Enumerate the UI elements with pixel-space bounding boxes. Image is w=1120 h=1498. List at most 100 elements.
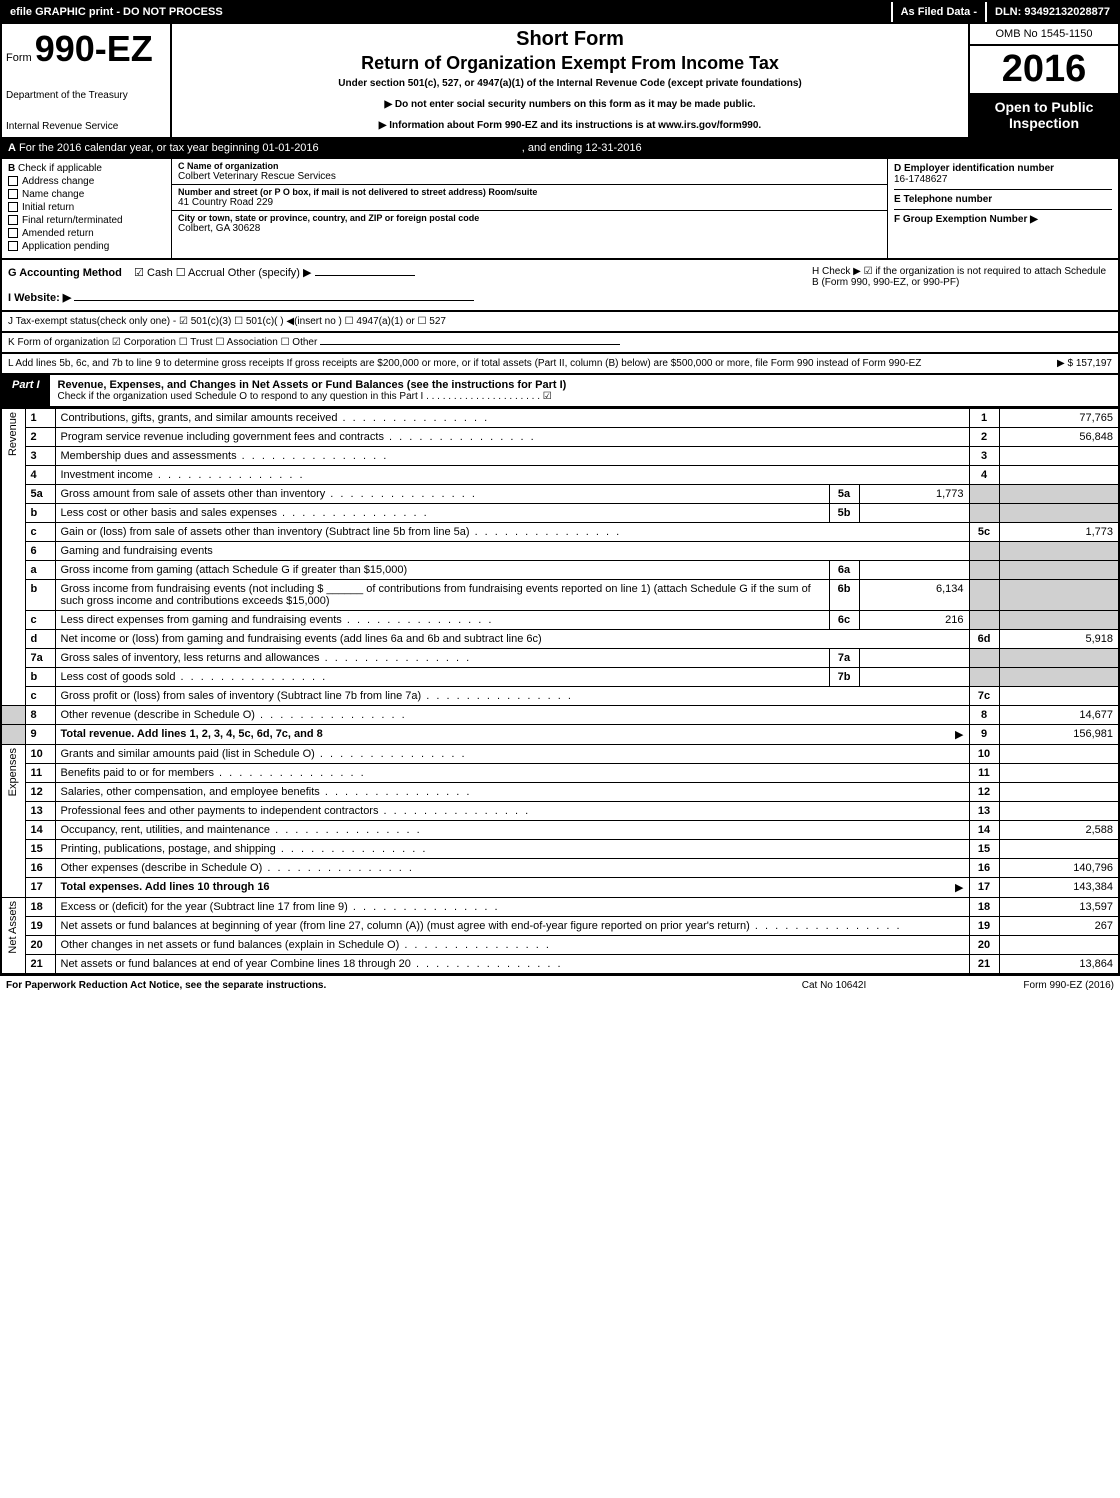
accounting-method-options: ☑ Cash ☐ Accrual Other (specify) ▶: [134, 267, 311, 279]
form-header: Form 990-EZ Department of the Treasury I…: [0, 24, 1120, 139]
org-city-label: City or town, state or province, country…: [178, 213, 881, 223]
form-subtitle: Under section 501(c), 527, or 4947(a)(1)…: [180, 78, 960, 89]
accounting-method-label: G Accounting Method: [8, 267, 122, 279]
line-7c: cGross profit or (loss) from sales of in…: [1, 687, 1119, 706]
org-other-line[interactable]: [320, 344, 620, 345]
line-20: 20Other changes in net assets or fund ba…: [1, 936, 1119, 955]
section-b: B Check if applicable Address change Nam…: [2, 159, 172, 258]
ein-label: D Employer identification number: [894, 163, 1054, 174]
paperwork-notice: For Paperwork Reduction Act Notice, see …: [6, 980, 734, 991]
org-address: 41 Country Road 229: [178, 197, 273, 208]
section-b-label: B: [8, 163, 15, 174]
line-21: 21Net assets or fund balances at end of …: [1, 955, 1119, 975]
part-1-sub: (see the instructions for Part I): [407, 379, 567, 391]
org-city-block: City or town, state or province, country…: [172, 211, 887, 236]
section-l-text: L Add lines 5b, 6c, and 7b to line 9 to …: [8, 358, 921, 369]
org-city: Colbert, GA 30628: [178, 223, 260, 234]
form-title-block: Short Form Return of Organization Exempt…: [172, 24, 968, 137]
website-line[interactable]: [74, 300, 474, 301]
part-1-check: Check if the organization used Schedule …: [58, 391, 1110, 402]
org-name-label: C Name of organization: [178, 161, 881, 171]
efile-notice: efile GRAPHIC print - DO NOT PROCESS: [2, 2, 891, 22]
section-l: L Add lines 5b, 6c, and 7b to line 9 to …: [0, 354, 1120, 375]
section-a-label: A: [8, 142, 16, 154]
side-revenue: Revenue: [1, 409, 25, 706]
page-footer: For Paperwork Reduction Act Notice, see …: [0, 975, 1120, 995]
line-6a: aGross income from gaming (attach Schedu…: [1, 561, 1119, 580]
line-19: 19Net assets or fund balances at beginni…: [1, 917, 1119, 936]
section-g: G Accounting Method ☑ Cash ☐ Accrual Oth…: [8, 266, 812, 304]
tax-year: 2016: [970, 46, 1118, 93]
part-1-title-block: Revenue, Expenses, and Changes in Net As…: [50, 375, 1118, 406]
warning-2: ▶ Information about Form 990-EZ and its …: [180, 120, 960, 131]
check-application-pending[interactable]: Application pending: [8, 241, 165, 252]
form-right-block: OMB No 1545-1150 2016 Open to Public Ins…: [968, 24, 1118, 137]
check-amended-return[interactable]: Amended return: [8, 228, 165, 239]
form-title-1: Short Form: [180, 28, 960, 51]
section-a: A For the 2016 calendar year, or tax yea…: [2, 139, 648, 157]
check-initial-return[interactable]: Initial return: [8, 202, 165, 213]
form-ref: Form 990-EZ (2016): [934, 980, 1114, 991]
dept-treasury: Department of the Treasury: [6, 90, 166, 101]
side-net-assets: Net Assets: [1, 898, 25, 975]
section-e: E Telephone number: [894, 194, 1112, 210]
line-5b: bLess cost or other basis and sales expe…: [1, 504, 1119, 523]
omb-number: OMB No 1545-1150: [970, 24, 1118, 46]
section-c: C Name of organization Colbert Veterinar…: [172, 159, 888, 258]
section-k: K Form of organization ☑ Corporation ☐ T…: [0, 333, 1120, 354]
open-to-public: Open to Public Inspection: [970, 93, 1118, 137]
line-16: 16Other expenses (describe in Schedule O…: [1, 859, 1119, 878]
line-18: Net Assets18Excess or (deficit) for the …: [1, 898, 1119, 917]
line-6: 6Gaming and fundraising events: [1, 542, 1119, 561]
org-name-block: C Name of organization Colbert Veterinar…: [172, 159, 887, 185]
phone-label: E Telephone number: [894, 194, 992, 205]
accounting-other-line[interactable]: [315, 275, 415, 276]
section-b-title: Check if applicable: [18, 163, 102, 174]
line-5c: cGain or (loss) from sale of assets othe…: [1, 523, 1119, 542]
sections-def: D Employer identification number 16-1748…: [888, 159, 1118, 258]
section-h: H Check ▶ ☑ if the organization is not r…: [812, 266, 1112, 304]
line-5a: 5aGross amount from sale of assets other…: [1, 485, 1119, 504]
section-a-end: , and ending 12-31-2016: [522, 142, 642, 154]
line-14: 14Occupancy, rent, utilities, and mainte…: [1, 821, 1119, 840]
sections-gh: G Accounting Method ☑ Cash ☐ Accrual Oth…: [0, 260, 1120, 312]
check-name-change[interactable]: Name change: [8, 189, 165, 200]
check-address-change[interactable]: Address change: [8, 176, 165, 187]
dept-irs: Internal Revenue Service: [6, 121, 166, 132]
org-address-block: Number and street (or P O box, if mail i…: [172, 185, 887, 211]
website-label: I Website: ▶: [8, 292, 71, 304]
line-3: 3Membership dues and assessments3: [1, 447, 1119, 466]
line-10: Expenses10Grants and similar amounts pai…: [1, 745, 1119, 764]
group-exemption-label: F Group Exemption Number ▶: [894, 214, 1038, 225]
form-prefix: Form: [6, 52, 32, 64]
section-a-text: For the 2016 calendar year, or tax year …: [19, 142, 319, 154]
dln: DLN: 93492132028877: [985, 2, 1118, 22]
sections-bcdef: B Check if applicable Address change Nam…: [0, 159, 1120, 260]
side-expenses: Expenses: [1, 745, 25, 898]
part-1-header: Part I Revenue, Expenses, and Changes in…: [0, 375, 1120, 408]
section-i: I Website: ▶: [8, 291, 812, 304]
line-9: 9Total revenue. Add lines 1, 2, 3, 4, 5c…: [1, 725, 1119, 745]
line-4: 4Investment income4: [1, 466, 1119, 485]
section-j: J Tax-exempt status(check only one) - ☑ …: [0, 312, 1120, 333]
line-8: 8Other revenue (describe in Schedule O)8…: [1, 706, 1119, 725]
as-filed: As Filed Data -: [891, 2, 985, 22]
line-1: Revenue 1 Contributions, gifts, grants, …: [1, 409, 1119, 428]
part-1-title: Revenue, Expenses, and Changes in Net As…: [58, 379, 404, 391]
line-6c: cLess direct expenses from gaming and fu…: [1, 611, 1119, 630]
line-2: 2Program service revenue including gover…: [1, 428, 1119, 447]
line-7a: 7aGross sales of inventory, less returns…: [1, 649, 1119, 668]
warning-1: ▶ Do not enter social security numbers o…: [180, 99, 960, 110]
form-id-block: Form 990-EZ Department of the Treasury I…: [2, 24, 172, 137]
part-1-tag: Part I: [2, 375, 50, 406]
check-final-return[interactable]: Final return/terminated: [8, 215, 165, 226]
line-11: 11Benefits paid to or for members11: [1, 764, 1119, 783]
section-a-row: A For the 2016 calendar year, or tax yea…: [0, 139, 1120, 159]
line-15: 15Printing, publications, postage, and s…: [1, 840, 1119, 859]
section-d: D Employer identification number 16-1748…: [894, 163, 1112, 190]
line-13: 13Professional fees and other payments t…: [1, 802, 1119, 821]
line-6b: bGross income from fundraising events (n…: [1, 580, 1119, 611]
cat-no: Cat No 10642I: [734, 980, 934, 991]
ein-value: 16-1748627: [894, 174, 947, 185]
line-12: 12Salaries, other compensation, and empl…: [1, 783, 1119, 802]
